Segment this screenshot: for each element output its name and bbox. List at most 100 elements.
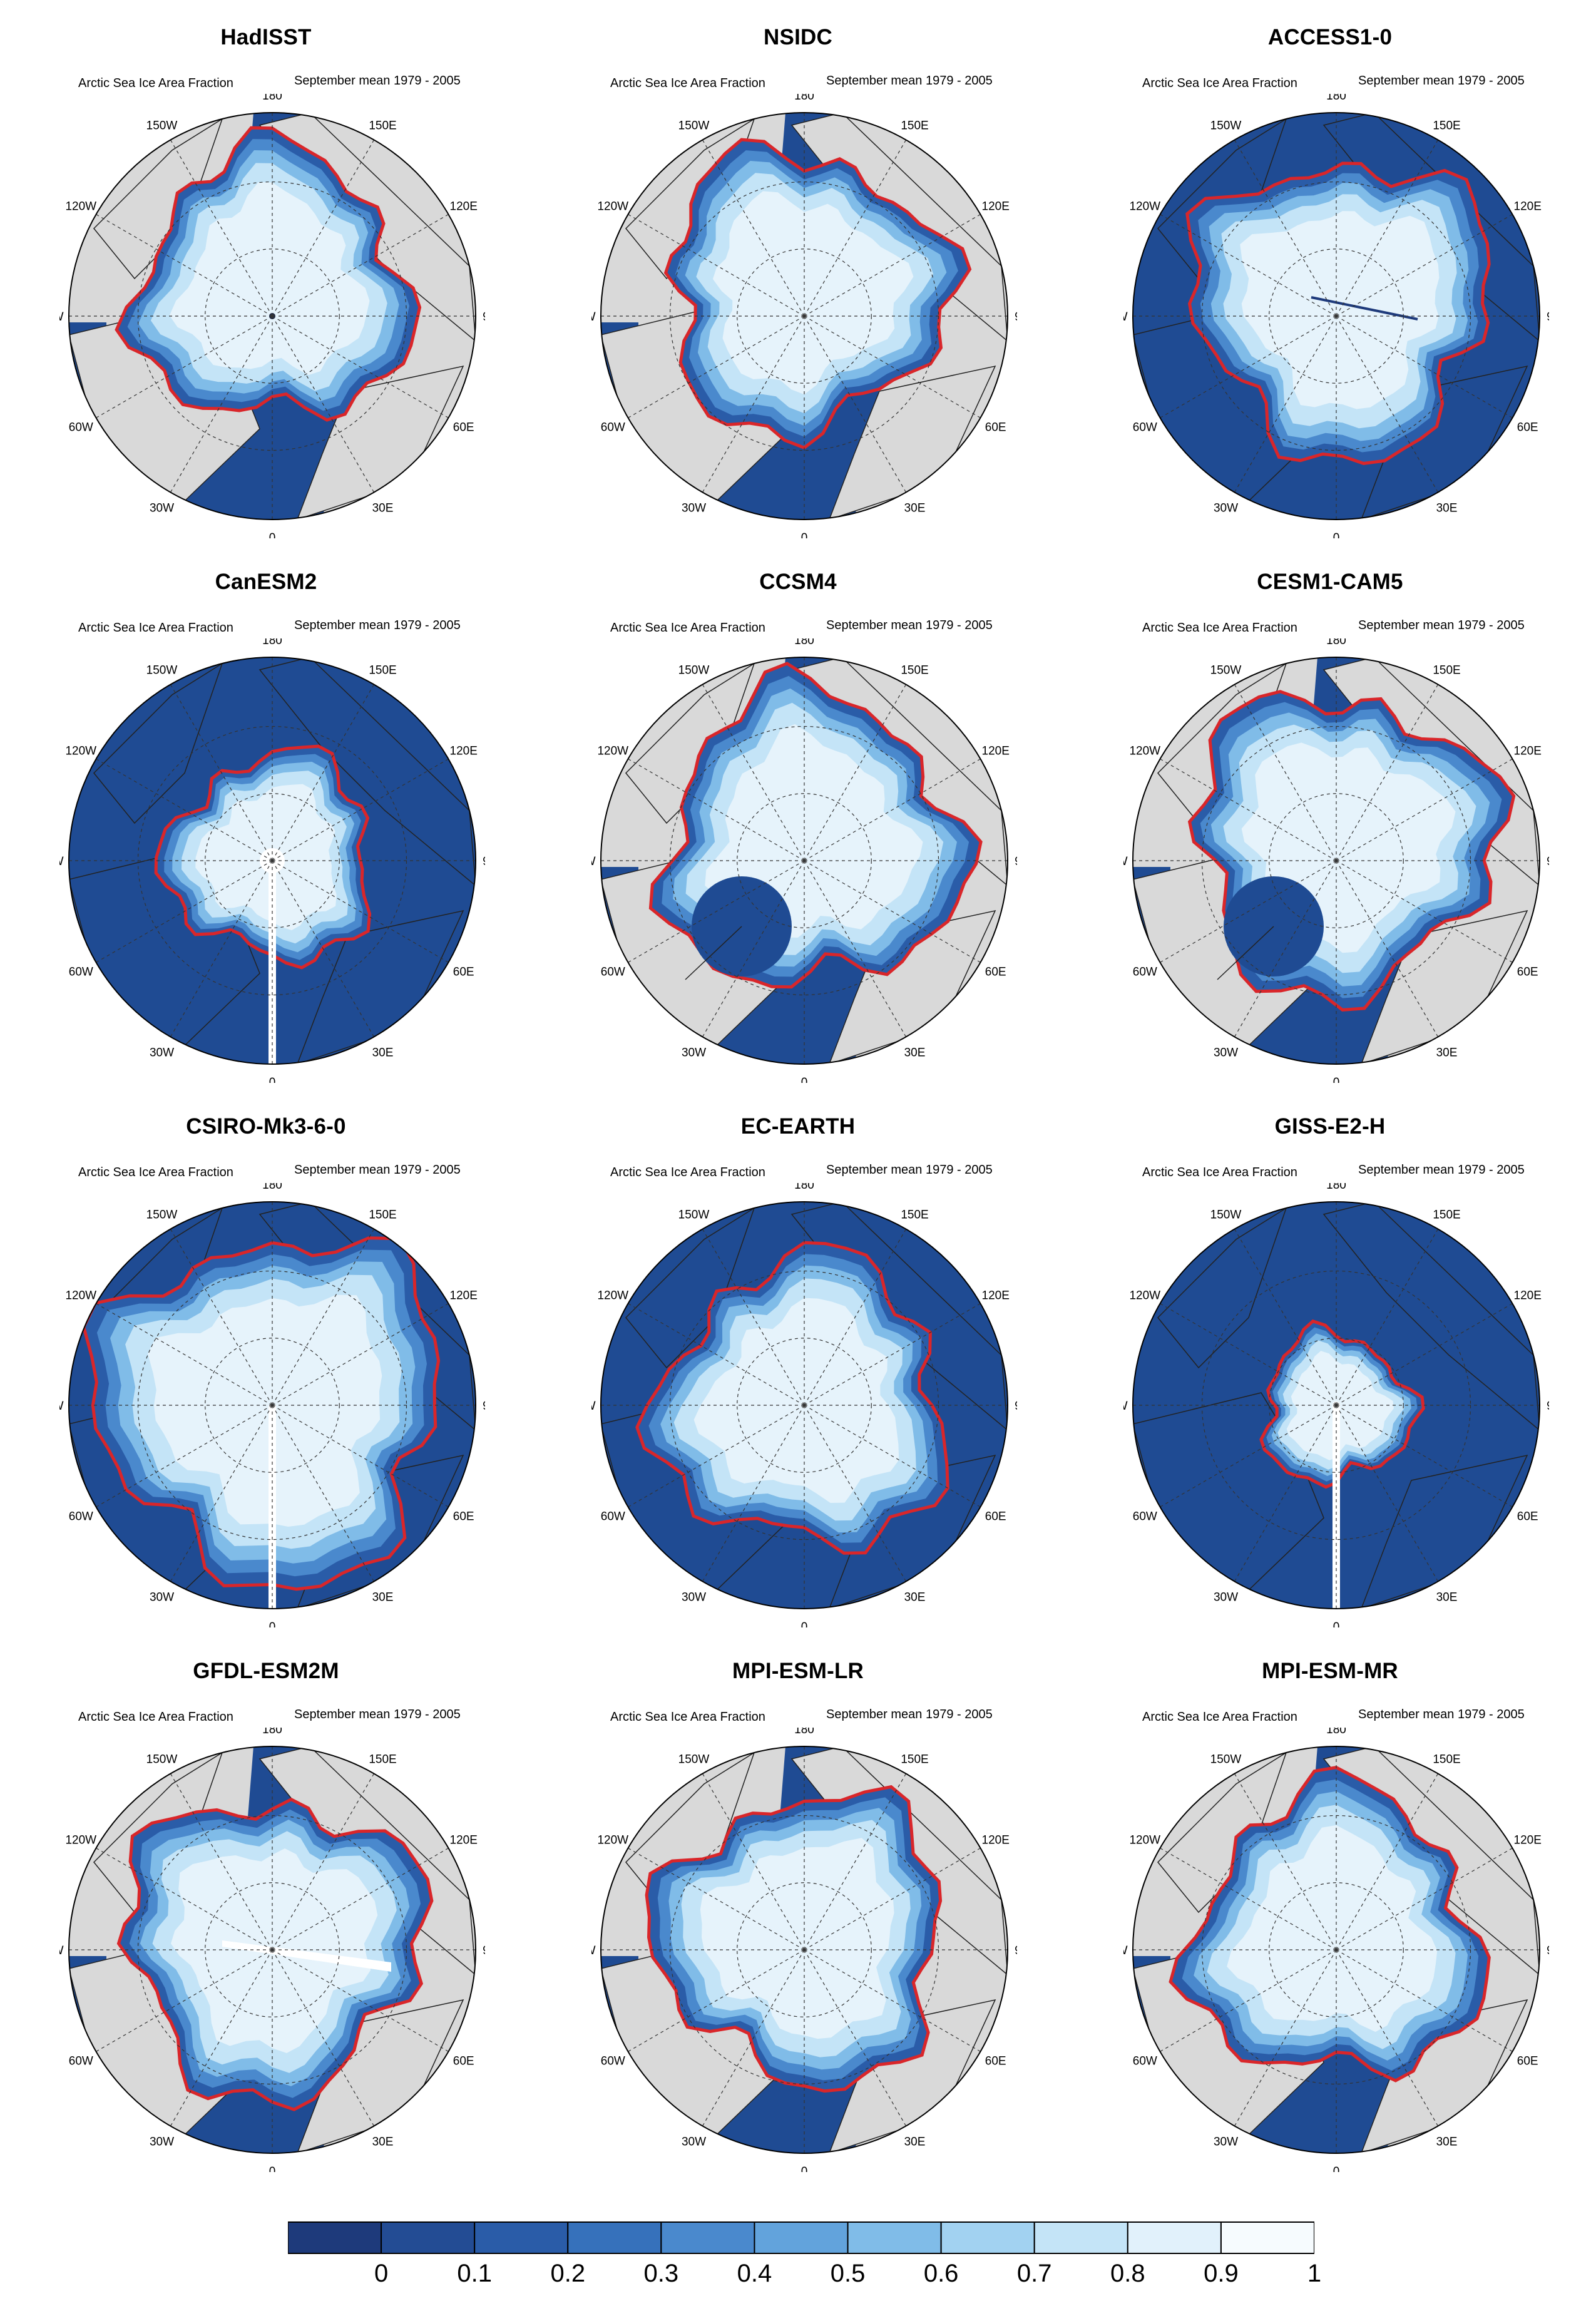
lon-label: 120E: [450, 1289, 478, 1303]
lon-label: 90E: [1015, 1944, 1017, 1957]
map-boundary: [1132, 1201, 1540, 1609]
longitude-labels: 180 150E 120E 90E 60E 30E 0 30W 60W 90W 120W 150W: [591, 1728, 1017, 2172]
sea-ice: [645, 1785, 943, 2093]
map-boundary: [68, 112, 476, 520]
lon-label: 150W: [678, 1753, 710, 1766]
lon-label: 0: [801, 1076, 808, 1083]
lon-label: 150E: [1433, 119, 1460, 132]
lon-label: 30W: [150, 502, 174, 515]
lon-label: 30W: [1214, 1047, 1238, 1060]
land-mass-2: [296, 909, 464, 1064]
panel-period-label: September mean 1979 - 2005: [826, 74, 993, 88]
panel-title: ACCESS1-0: [1267, 25, 1393, 49]
colorbar-swatch: [567, 2221, 662, 2254]
graticule: [1133, 113, 1540, 520]
colorbar-swatch: [474, 2221, 569, 2254]
polar-map-svg: 180 150E 120E 90E 60E 30E 0 30W 60W 90W 120W 150W: [59, 1183, 485, 1627]
lon-label: 120W: [597, 1289, 628, 1303]
ice-contour-4: [700, 1838, 894, 2039]
longitude-labels: 180 150E 120E 90E 60E 30E 0 30W 60W 90W 120W 150W: [59, 638, 485, 1083]
lon-label: 180: [262, 1183, 282, 1192]
lon-label: 30E: [904, 1591, 926, 1604]
lon-label: 90E: [1547, 310, 1549, 324]
panel-period-label: September mean 1979 - 2005: [1358, 1708, 1525, 1721]
lon-label: 90E: [1015, 855, 1017, 868]
land-mass-2: [828, 365, 996, 520]
map-body: [601, 113, 1008, 520]
panel-title: CanESM2: [215, 570, 317, 594]
lon-label: 150E: [1433, 1208, 1460, 1221]
lon-label: 30W: [682, 1591, 706, 1604]
land-mass-2: [1360, 1454, 1528, 1609]
polar-map: 180 150E 120E 90E 60E 30E 0 30W 60W 90W 120W 150W: [59, 638, 485, 1083]
colorbar: 0 0.1 0.2 0.3 0.4 0.5 0.6 0.7 0.8 0.9 1: [288, 2221, 1321, 2287]
lon-label: 60E: [985, 2055, 1006, 2068]
lon-label: 0: [269, 531, 276, 538]
lon-label: 90E: [483, 310, 485, 324]
lon-label: 180: [794, 94, 814, 103]
lon-label: 60W: [601, 421, 625, 434]
lon-label: 0: [1333, 1076, 1340, 1083]
panel-period-label: September mean 1979 - 2005: [1358, 74, 1525, 88]
panel-variable-label: Arctic Sea Ice Area Fraction: [1142, 1166, 1297, 1179]
lon-label: 150E: [901, 1208, 928, 1221]
land-mass-3: [1157, 1751, 1287, 1914]
lon-label: 0: [269, 2165, 276, 2172]
lon-label: 90E: [1547, 1400, 1549, 1413]
lon-label: 0: [1333, 2165, 1340, 2172]
lon-label: 30E: [1436, 2136, 1458, 2149]
sea-ice: [1185, 161, 1491, 465]
longitude-labels: 180 150E 120E 90E 60E 30E 0 30W 60W 90W 120W 150W: [591, 94, 1017, 538]
polar-map-svg: 180 150E 120E 90E 60E 30E 0 30W 60W 90W 120W 150W: [1123, 94, 1549, 538]
lon-label: 180: [1326, 94, 1346, 103]
lon-label: 60W: [69, 2055, 93, 2068]
lon-label: 180: [262, 638, 282, 647]
polar-map: 180 150E 120E 90E 60E 30E 0 30W 60W 90W 120W 150W: [591, 94, 1017, 538]
polar-map-svg: 180 150E 120E 90E 60E 30E 0 30W 60W 90W 120W 150W: [1123, 1728, 1549, 2172]
colorbar-swatch: [1033, 2221, 1128, 2254]
map-panel-mpi-esm-lr: MPI-ESM-LR Arctic Sea Ice Area Fraction Se…: [532, 1634, 1064, 2178]
map-boundary: [68, 1201, 476, 1609]
lon-label: 60W: [601, 2055, 625, 2068]
lon-label: 90W: [59, 855, 64, 868]
land-mass-3: [1157, 118, 1287, 280]
lon-label: 150E: [901, 664, 928, 677]
lon-label: 90W: [1123, 1400, 1128, 1413]
land-mass-3: [625, 1207, 755, 1369]
colorbar-swatch: [1220, 2221, 1314, 2254]
lon-label: 90W: [59, 1400, 64, 1413]
panel-title: HadISST: [220, 25, 312, 49]
lon-label: 150W: [678, 664, 710, 677]
polar-map-svg: 180 150E 120E 90E 60E 30E 0 30W 60W 90W 120W 150W: [591, 94, 1017, 538]
polar-map: 180 150E 120E 90E 60E 30E 0 30W 60W 90W 120W 150W: [591, 638, 1017, 1083]
map-boundary: [600, 1201, 1008, 1609]
lon-label: 150E: [369, 119, 396, 132]
lon-label: 150W: [146, 1753, 178, 1766]
panel-title: CESM1-CAM5: [1257, 570, 1403, 594]
lon-label: 30W: [150, 1047, 174, 1060]
lon-label: 0: [801, 1621, 808, 1627]
panel-period-label: September mean 1979 - 2005: [826, 618, 993, 632]
ice-contour-4: [712, 191, 914, 395]
polar-map: 180 150E 120E 90E 60E 30E 0 30W 60W 90W 120W 150W: [59, 94, 485, 538]
ice-edge-line: [116, 1797, 434, 2111]
lon-label: 30E: [372, 1047, 394, 1060]
panel-variable-label: Arctic Sea Ice Area Fraction: [1142, 621, 1297, 635]
lon-label: 30E: [904, 2136, 926, 2149]
graticule: [601, 657, 1008, 1064]
lon-label: 150E: [369, 1208, 396, 1221]
lon-label: 90E: [483, 855, 485, 868]
polar-map: 180 150E 120E 90E 60E 30E 0 30W 60W 90W 120W 150W: [59, 1183, 485, 1627]
graticule: [1133, 657, 1540, 1064]
colorbar-swatch: [288, 2221, 382, 2254]
lon-label: 60W: [601, 1510, 625, 1524]
lon-label: 150E: [901, 1753, 928, 1766]
sea-ice: [82, 1236, 441, 1591]
longitude-labels: 180 150E 120E 90E 60E 30E 0 30W 60W 90W 120W 150W: [591, 1183, 1017, 1627]
lon-label: 0: [1333, 531, 1340, 538]
lon-label: 60W: [1133, 2055, 1157, 2068]
map-panel-ec-earth: EC-EARTH Arctic Sea Ice Area Fraction Sept…: [532, 1089, 1064, 1634]
panel-variable-label: Arctic Sea Ice Area Fraction: [78, 76, 233, 90]
map-panel-canesm2: CanESM2 Arctic Sea Ice Area Fraction Septe…: [0, 545, 532, 1089]
lon-label: 0: [1333, 1621, 1340, 1627]
